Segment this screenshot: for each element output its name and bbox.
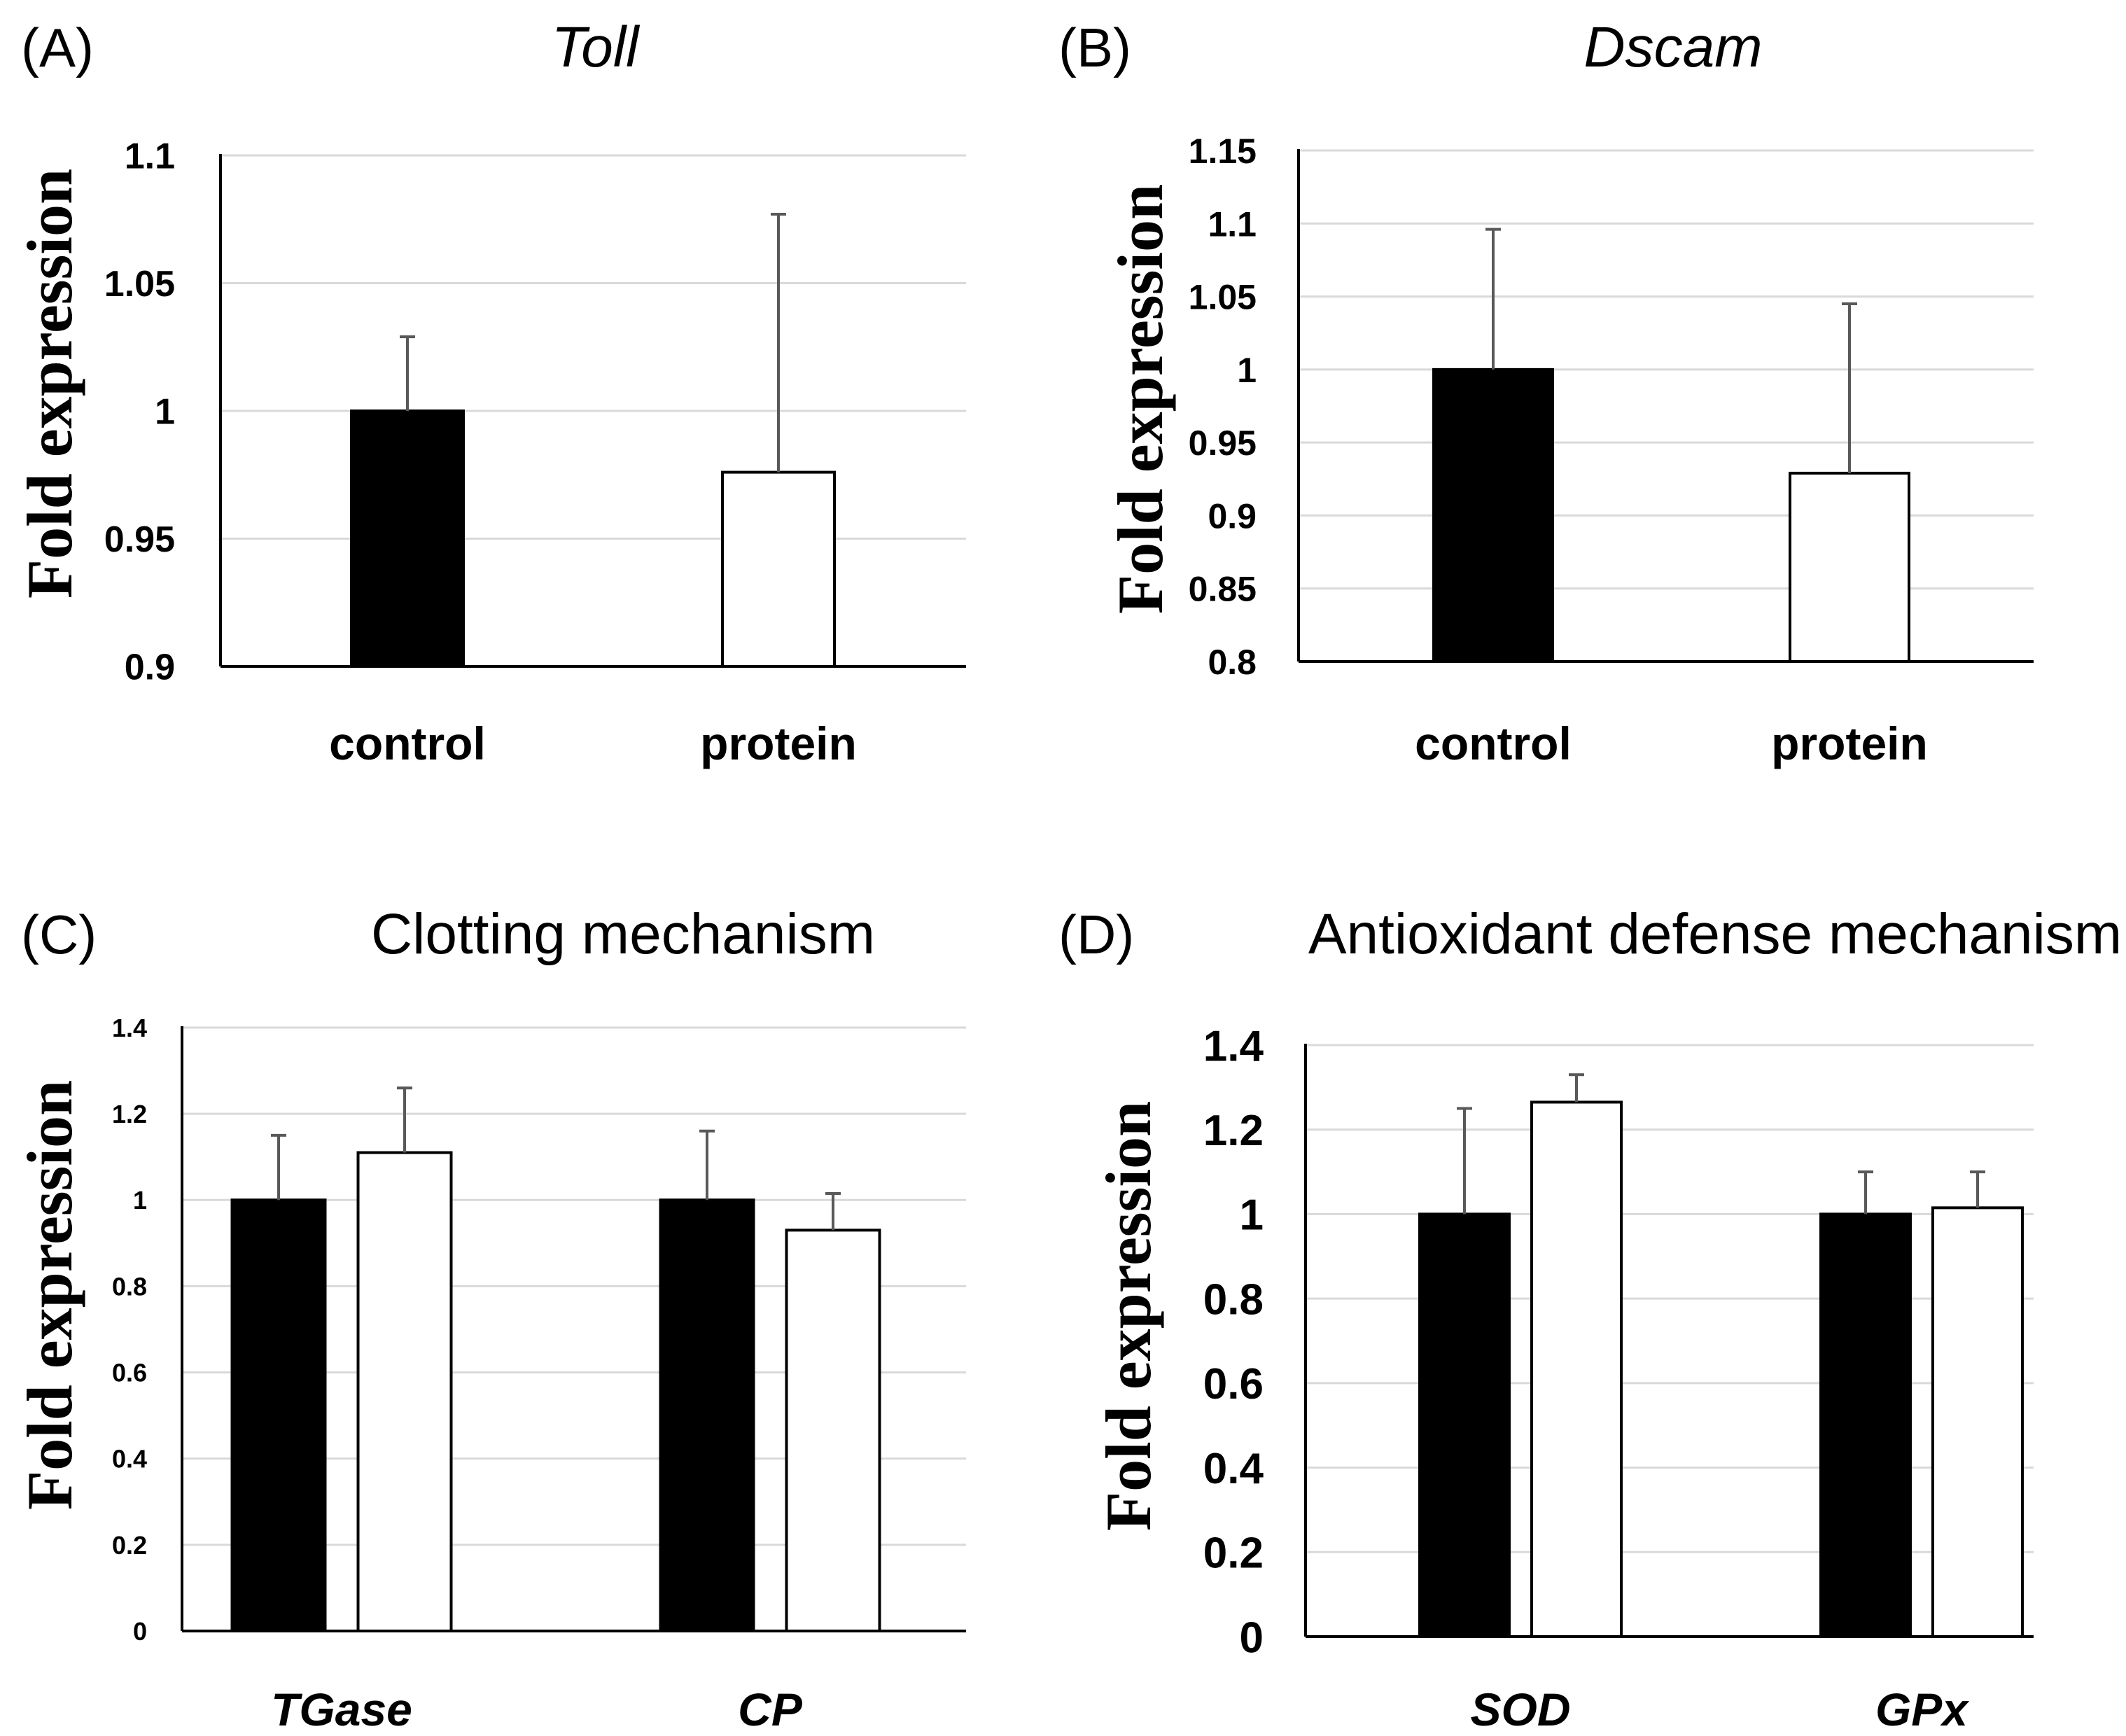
y-tick-label: 1 xyxy=(133,1186,147,1214)
x-tick-label: CP xyxy=(738,1684,803,1735)
bar-control xyxy=(350,410,465,668)
bar-control xyxy=(1819,1212,1912,1638)
x-tick-label: protein xyxy=(700,718,857,769)
bar-control xyxy=(659,1198,755,1633)
chart-title: Antioxidant defense mechanism xyxy=(1308,902,2122,966)
bar-protein xyxy=(1530,1100,1623,1639)
y-tick-label: 0.95 xyxy=(104,519,175,560)
bar-protein xyxy=(356,1151,453,1632)
chart-panel-1: (A) Toll 0.9 0.95 1 1.05 1.1 control protein Fold… xyxy=(14,15,966,769)
y-tick-label: 0.9 xyxy=(1208,496,1257,536)
y-tick-label: 0.2 xyxy=(1203,1530,1264,1578)
y-tick-label: 0.8 xyxy=(112,1272,147,1301)
y-tick-label: 1 xyxy=(1237,351,1257,390)
y-tick-label: 0.8 xyxy=(1208,643,1257,682)
bar-control xyxy=(230,1198,327,1633)
y-tick-label: 1 xyxy=(155,392,175,433)
y-tick-label: 0.95 xyxy=(1189,424,1257,463)
chart-title: Dscam xyxy=(1583,15,1762,79)
chart-panel-4: (D) Antioxidant defense mechanism 0 0.2 0.4 0… xyxy=(1058,902,2122,1735)
y-tick-label: 0.9 xyxy=(125,648,175,688)
y-tick-label: 1.05 xyxy=(1189,278,1257,317)
y-tick-label: 1.4 xyxy=(112,1014,147,1042)
y-tick-label: 1.05 xyxy=(104,264,175,304)
x-tick-label: protein xyxy=(1771,718,1928,769)
y-tick-label: 0.6 xyxy=(1203,1360,1264,1408)
y-axis-label: Fold expression xyxy=(14,1080,85,1510)
y-tick-label: 0.4 xyxy=(112,1445,147,1474)
bar-protein xyxy=(1931,1206,2024,1638)
y-axis-label: Fold expression xyxy=(1105,184,1176,614)
panel-letter: (A) xyxy=(21,17,94,78)
chart-panel-2: (B) Dscam 0.8 0.85 0.9 0.95 1 1.05 1.1 1.15 contro… xyxy=(1058,15,2034,769)
y-axis-label: Fold expression xyxy=(14,169,85,598)
y-tick-label: 0.6 xyxy=(112,1359,147,1387)
bar-control xyxy=(1432,368,1554,663)
panel-letter: (C) xyxy=(21,904,97,965)
x-tick-label: control xyxy=(329,718,486,769)
panel-letter: (D) xyxy=(1058,904,1134,965)
y-tick-label: 1.2 xyxy=(1203,1107,1264,1155)
panel-letter: (B) xyxy=(1058,17,1131,78)
bar-protein xyxy=(1789,471,1910,663)
y-tick-label: 0.4 xyxy=(1203,1445,1264,1493)
y-tick-label: 1.4 xyxy=(1203,1022,1264,1070)
y-tick-label: 0.2 xyxy=(112,1531,147,1560)
y-tick-label: 1.1 xyxy=(1208,204,1257,244)
bar-protein xyxy=(785,1228,881,1632)
x-tick-label: control xyxy=(1415,718,1572,769)
y-axis-label: Fold expression xyxy=(1093,1101,1164,1531)
x-tick-label: SOD xyxy=(1470,1684,1570,1735)
y-tick-label: 0.8 xyxy=(1203,1275,1264,1324)
chart-panel-3: (C) Clotting mechanism 0 0.2 0.4 0.6 0.8 1 1.2 1.… xyxy=(14,902,966,1735)
x-tick-label: GPx xyxy=(1875,1684,1969,1735)
y-tick-label: 1.15 xyxy=(1189,132,1257,171)
chart-title: Clotting mechanism xyxy=(371,902,875,966)
y-tick-label: 0 xyxy=(133,1617,147,1646)
y-tick-label: 0.85 xyxy=(1189,570,1257,609)
bar-control xyxy=(1418,1212,1511,1638)
y-tick-label: 1.1 xyxy=(125,136,175,177)
chart-title: Toll xyxy=(552,15,641,79)
y-tick-label: 1.2 xyxy=(112,1100,147,1128)
x-tick-label: TGase xyxy=(271,1684,412,1735)
y-tick-label: 1 xyxy=(1240,1191,1264,1240)
y-tick-label: 0 xyxy=(1240,1614,1264,1662)
bar-protein xyxy=(721,470,836,668)
